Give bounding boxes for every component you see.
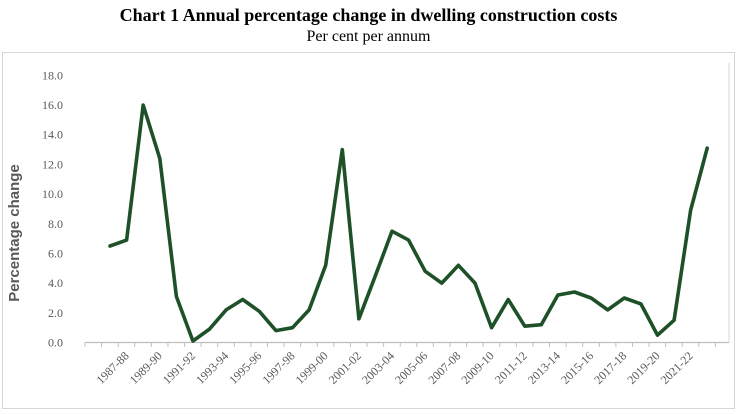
x-tick-label: 2013-14 xyxy=(525,349,563,387)
x-tick-label: 2005-06 xyxy=(392,349,430,387)
chart-subtitle: Per cent per annum xyxy=(306,28,431,45)
x-tick-label: 2007-08 xyxy=(425,349,463,387)
x-tick-label: 2003-04 xyxy=(359,349,397,387)
y-tick-label: 8.0 xyxy=(48,217,63,231)
y-tick-label: 16.0 xyxy=(42,98,63,112)
x-tick-label: 2017-18 xyxy=(591,349,629,387)
x-tick-label: 2019-20 xyxy=(624,349,662,387)
x-tick-label: 2021-22 xyxy=(658,349,696,387)
x-tick-label: 2001-02 xyxy=(326,349,364,387)
x-tick-label: 2011-12 xyxy=(492,349,530,387)
x-tick-label: 2009-10 xyxy=(459,349,497,387)
y-tick-label: 10.0 xyxy=(42,187,63,201)
x-tick-label: 1991-92 xyxy=(160,349,198,387)
x-tick-label: 1997-98 xyxy=(259,349,297,387)
line-chart: 0.0 2.0 4.0 6.0 8.0 10.0 12.0 14.0 16.0 18.0 Perce… xyxy=(6,63,730,387)
y-axis-title: Percentage change xyxy=(6,164,23,302)
y-tick-label: 2.0 xyxy=(48,306,63,320)
y-tick-label: 6.0 xyxy=(48,246,63,260)
x-tick-label: 2015-16 xyxy=(558,349,596,387)
x-tick-label: 1999-00 xyxy=(293,349,331,387)
chart-title: Chart 1 Annual percentage change in dwel… xyxy=(119,5,618,25)
x-tick-label: 1987-88 xyxy=(94,349,132,387)
x-tick-label: 1993-94 xyxy=(193,349,231,387)
plot-container: 0.0 2.0 4.0 6.0 8.0 10.0 12.0 14.0 16.0 18.0 Perce… xyxy=(2,52,735,409)
data-line-dwelling-construction-costs xyxy=(108,103,710,343)
y-tick-label: 4.0 xyxy=(48,276,63,290)
y-tick-label: 14.0 xyxy=(42,128,63,142)
x-tick-label: 1989-90 xyxy=(127,349,165,387)
y-tick-label: 12.0 xyxy=(42,157,63,171)
y-tick-label: 18.0 xyxy=(42,68,63,82)
y-tick-label: 0.0 xyxy=(48,336,63,350)
x-tick-label: 1995-96 xyxy=(226,349,264,387)
